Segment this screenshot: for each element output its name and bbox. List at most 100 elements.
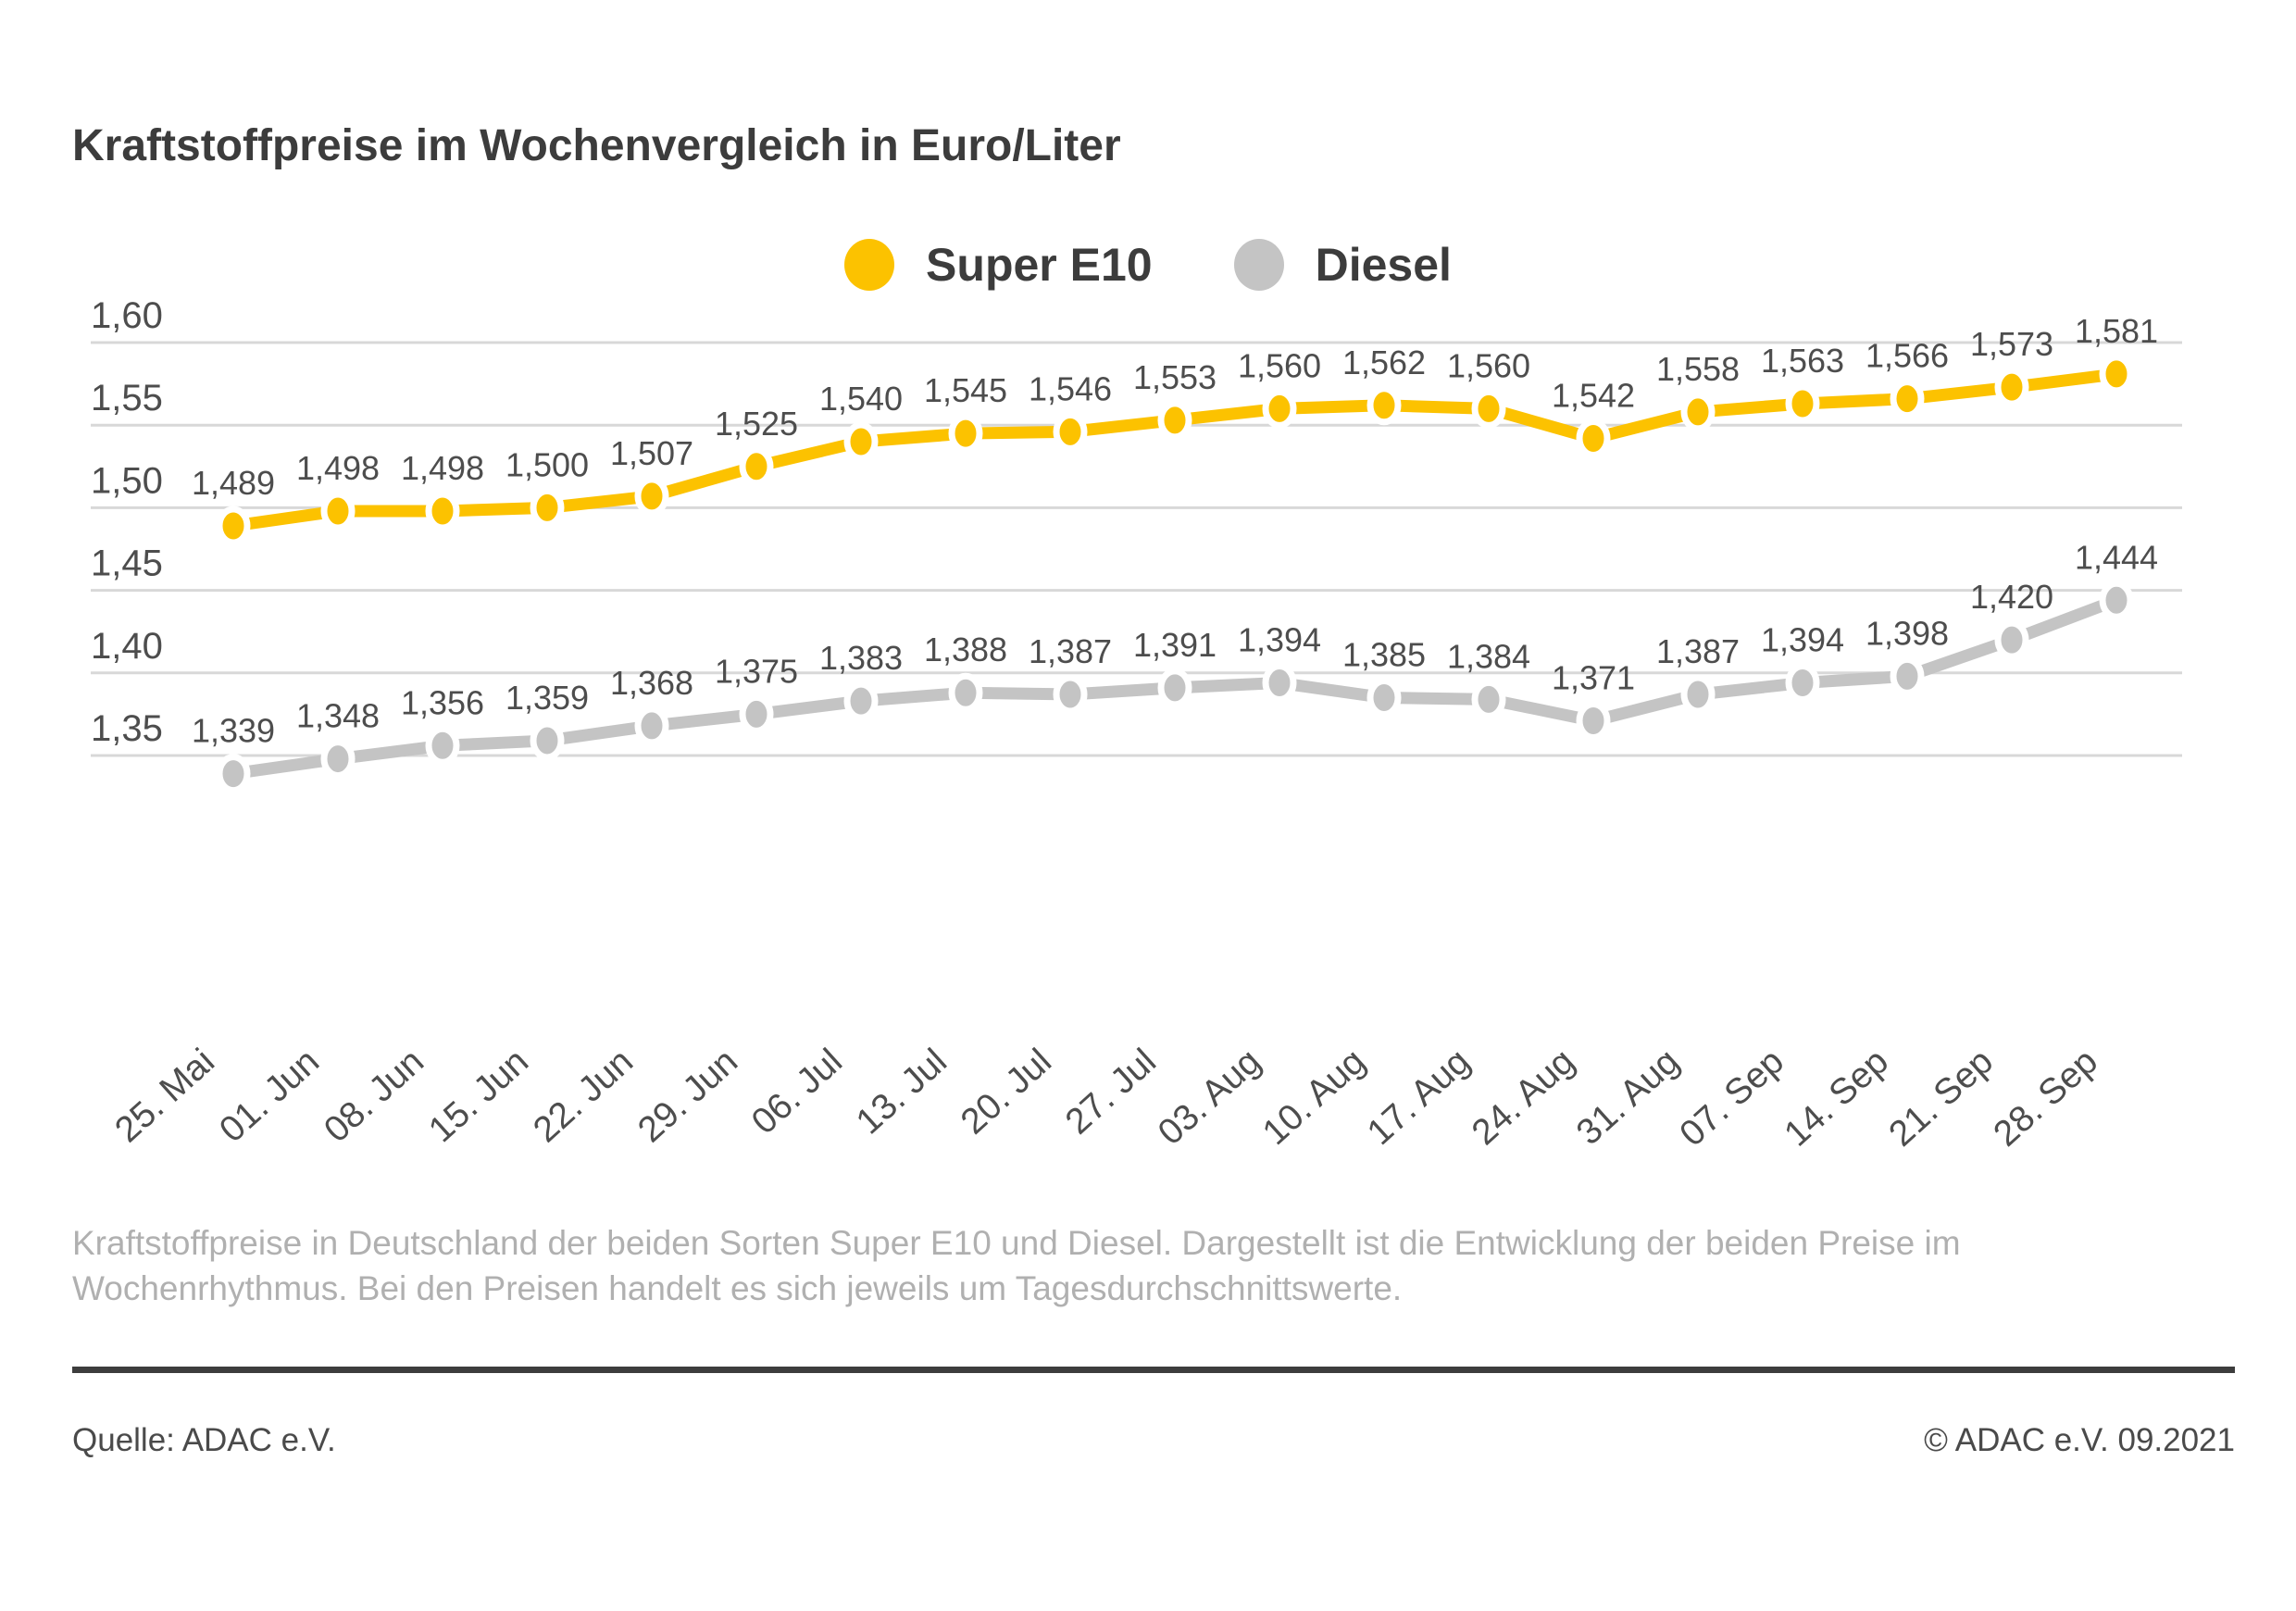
copyright-note: © ADAC e.V. 09.2021 — [1924, 1422, 2235, 1458]
data-label-super-e10: 1,489 — [192, 464, 275, 502]
data-label-super-e10: 1,573 — [1970, 325, 2053, 363]
data-label-super-e10: 1,540 — [819, 380, 903, 418]
data-point-super-e10 — [843, 421, 879, 462]
x-tick-label: 08. Jun — [317, 1042, 431, 1151]
data-point-diesel — [634, 706, 669, 746]
data-point-diesel — [1785, 663, 1820, 704]
x-tick-label: 03. Aug — [1151, 1042, 1268, 1153]
x-tick-label: 28. Sep — [1986, 1042, 2105, 1155]
x-tick-label: 10. Aug — [1255, 1042, 1373, 1153]
data-point-diesel — [948, 672, 983, 713]
y-tick-label: 1,55 — [91, 378, 163, 418]
data-point-super-e10 — [2099, 354, 2134, 394]
data-label-super-e10: 1,560 — [1447, 346, 1530, 384]
data-label-diesel: 1,388 — [924, 631, 1007, 668]
data-label-super-e10: 1,546 — [1029, 369, 1112, 407]
x-tick-label: 20. Jul — [954, 1042, 1059, 1143]
x-tick-label: 06. Jul — [744, 1042, 850, 1143]
data-point-super-e10 — [739, 446, 774, 487]
data-label-super-e10: 1,542 — [1552, 376, 1635, 414]
data-point-diesel — [1890, 656, 1925, 696]
data-point-super-e10 — [1785, 383, 1820, 424]
data-point-super-e10 — [530, 487, 565, 528]
x-tick-label: 13. Jul — [849, 1042, 955, 1143]
data-point-super-e10 — [634, 476, 669, 517]
x-tick-label: 27. Jul — [1058, 1042, 1164, 1143]
data-label-diesel: 1,339 — [192, 712, 275, 750]
data-label-super-e10: 1,553 — [1133, 358, 1217, 396]
data-point-super-e10 — [1262, 388, 1297, 429]
x-tick-label: 17. Aug — [1360, 1042, 1478, 1153]
legend-label-super-e10: Super E10 — [926, 239, 1153, 291]
data-label-diesel: 1,385 — [1342, 636, 1426, 674]
data-label-diesel: 1,356 — [401, 683, 484, 721]
legend-item-diesel: Diesel — [1233, 239, 1452, 291]
data-point-diesel — [1471, 679, 1506, 719]
data-label-super-e10: 1,566 — [1866, 337, 1949, 375]
x-tick-label: 24. Aug — [1465, 1042, 1582, 1153]
x-tick-label: 07. Sep — [1672, 1042, 1791, 1155]
data-label-diesel: 1,348 — [296, 697, 380, 735]
y-tick-label: 1,40 — [91, 626, 163, 667]
data-point-diesel — [1994, 619, 2029, 660]
data-label-diesel: 1,371 — [1552, 659, 1635, 697]
data-label-diesel: 1,394 — [1238, 621, 1321, 659]
x-tick-label: 15. Jun — [421, 1042, 536, 1151]
x-tick-label: 01. Jun — [212, 1042, 327, 1151]
source-note: Quelle: ADAC e.V. — [72, 1422, 336, 1458]
super-e10-dot-icon — [844, 239, 895, 291]
data-label-super-e10: 1,562 — [1342, 343, 1426, 381]
data-label-diesel: 1,368 — [610, 664, 693, 702]
data-point-super-e10 — [1890, 379, 1925, 419]
data-label-diesel: 1,384 — [1447, 637, 1530, 675]
x-tick-label: 14. Sep — [1777, 1042, 1896, 1155]
data-label-super-e10: 1,563 — [1761, 342, 1844, 380]
data-point-diesel — [1366, 678, 1402, 718]
data-label-super-e10: 1,507 — [610, 434, 693, 472]
y-tick-label: 1,50 — [91, 460, 163, 501]
data-point-super-e10 — [1471, 388, 1506, 429]
data-point-super-e10 — [1366, 385, 1402, 426]
data-point-diesel — [1157, 668, 1192, 708]
data-point-diesel — [530, 720, 565, 761]
data-label-diesel: 1,387 — [1656, 632, 1740, 670]
y-tick-label: 1,35 — [91, 708, 163, 749]
data-point-super-e10 — [320, 491, 356, 531]
data-label-super-e10: 1,581 — [2075, 312, 2158, 350]
chart-legend: Super E10 Diesel — [0, 239, 2296, 291]
data-point-super-e10 — [1576, 418, 1611, 458]
data-label-super-e10: 1,558 — [1656, 350, 1740, 388]
diesel-dot-icon — [1233, 239, 1284, 291]
data-point-diesel — [1680, 674, 1716, 715]
data-label-super-e10: 1,498 — [401, 449, 484, 487]
data-label-diesel: 1,387 — [1029, 632, 1112, 670]
data-point-super-e10 — [1680, 392, 1716, 432]
data-label-diesel: 1,391 — [1133, 626, 1217, 664]
data-label-diesel: 1,383 — [819, 639, 903, 677]
data-label-super-e10: 1,525 — [715, 405, 798, 443]
data-label-diesel: 1,398 — [1866, 614, 1949, 652]
x-tick-label: 25. Mai — [107, 1042, 222, 1151]
x-tick-label: 21. Sep — [1881, 1042, 2001, 1155]
data-label-super-e10: 1,498 — [296, 449, 380, 487]
data-point-diesel — [739, 693, 774, 734]
data-point-diesel — [1576, 701, 1611, 742]
x-tick-label: 22. Jun — [526, 1042, 641, 1151]
data-point-diesel — [1262, 663, 1297, 704]
data-label-diesel: 1,375 — [715, 652, 798, 690]
legend-item-super-e10: Super E10 — [844, 239, 1153, 291]
data-label-diesel: 1,359 — [505, 679, 589, 717]
x-tick-label: 31. Aug — [1569, 1042, 1687, 1153]
y-tick-label: 1,45 — [91, 543, 163, 584]
data-point-super-e10 — [1994, 367, 2029, 407]
chart-description: Kraftstoffpreise in Deutschland der beid… — [72, 1224, 1961, 1308]
data-point-super-e10 — [425, 491, 460, 531]
data-point-diesel — [425, 725, 460, 766]
x-tick-label: 29. Jun — [630, 1042, 745, 1151]
data-label-diesel: 1,420 — [1970, 578, 2053, 616]
data-label-diesel: 1,444 — [2075, 538, 2158, 576]
footer: Quelle: ADAC e.V. © ADAC e.V. 09.2021 — [72, 1422, 2235, 1459]
data-point-super-e10 — [1053, 411, 1088, 452]
data-label-super-e10: 1,560 — [1238, 346, 1321, 384]
data-label-super-e10: 1,500 — [505, 445, 589, 483]
